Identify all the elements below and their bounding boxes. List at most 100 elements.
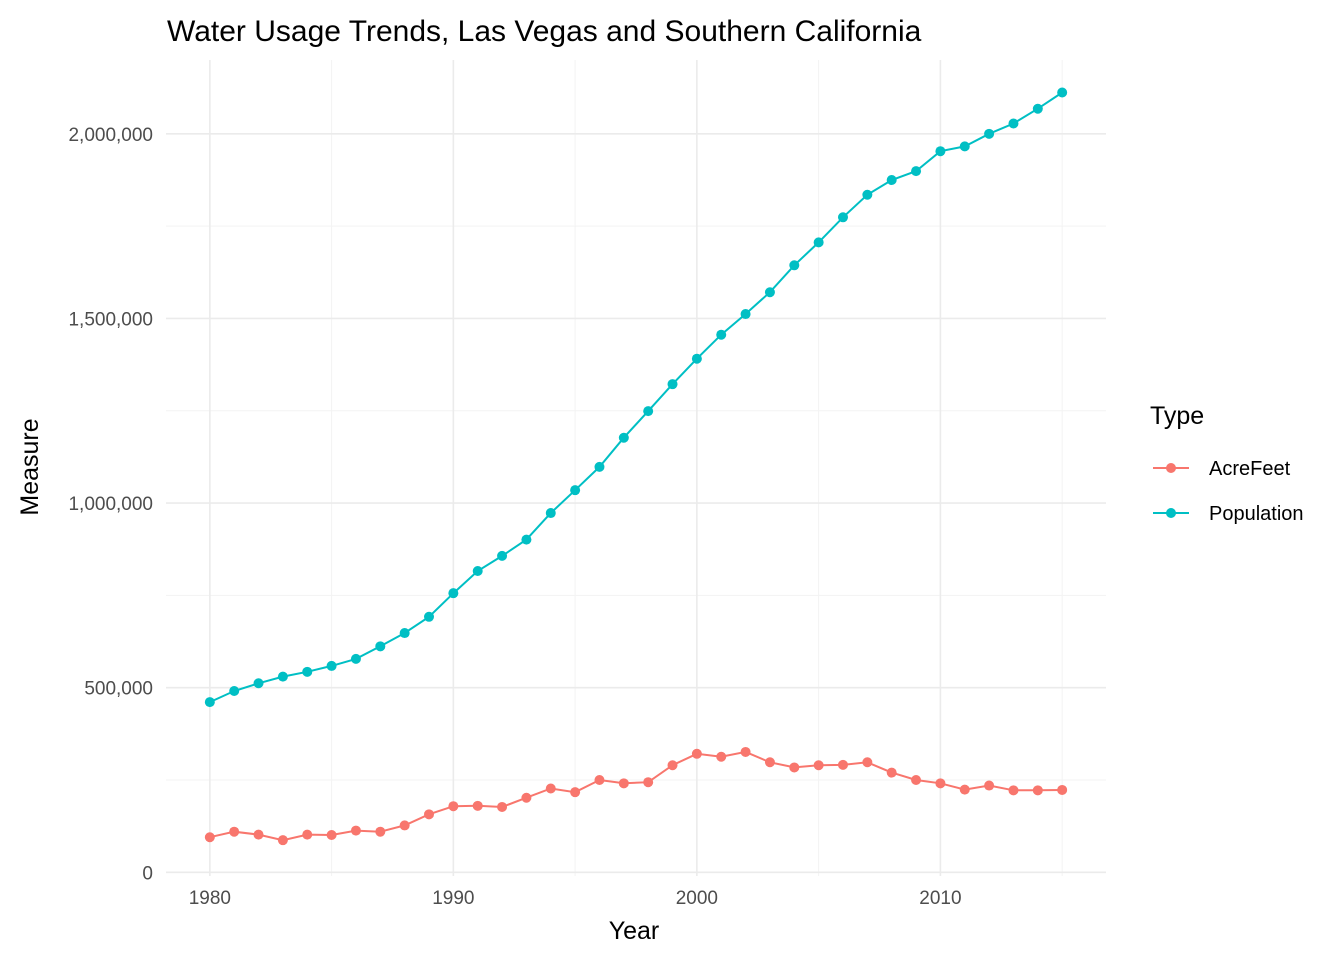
data-point-acrefeet: [594, 775, 605, 785]
legend-item-acrefeet: AcreFeet: [1153, 458, 1291, 480]
data-point-population: [1008, 118, 1019, 129]
data-point-acrefeet: [545, 783, 556, 794]
data-point-acrefeet: [277, 835, 288, 846]
data-point-population: [497, 550, 508, 561]
data-point-population: [570, 485, 581, 496]
data-point-population: [959, 141, 970, 152]
x-tick-label: 1980: [189, 888, 231, 909]
data-point-population: [229, 686, 240, 697]
data-point-acrefeet: [302, 829, 313, 840]
x-tick-label: 2010: [919, 888, 961, 909]
data-point-acrefeet: [1008, 785, 1019, 796]
data-point-population: [448, 588, 459, 599]
x-tick-label: 1990: [432, 888, 474, 909]
data-point-acrefeet: [497, 801, 508, 812]
legend-label: Population: [1209, 503, 1304, 525]
data-point-acrefeet: [862, 757, 873, 768]
data-point-acrefeet: [204, 832, 215, 843]
data-point-population: [837, 212, 848, 223]
y-tick-label: 1,000,000: [68, 494, 153, 515]
data-point-population: [618, 432, 629, 443]
data-point-population: [691, 353, 702, 364]
data-point-acrefeet: [935, 778, 946, 789]
x-axis-tick-labels: 1980 1990 2000 2010: [189, 888, 962, 909]
y-tick-label: 0: [142, 863, 153, 884]
series-line-acrefeet: [209, 750, 1063, 842]
y-axis-tick-labels: 0 500,000 1,000,000 1,500,000 2,000,000: [68, 125, 153, 884]
data-point-population: [326, 660, 337, 671]
data-point-acrefeet: [789, 762, 800, 773]
y-tick-label: 500,000: [84, 679, 153, 700]
data-point-population: [1057, 87, 1068, 98]
data-point-population: [1032, 103, 1043, 114]
y-tick-label: 1,500,000: [68, 309, 153, 330]
data-point-acrefeet: [886, 767, 897, 778]
data-point-acrefeet: [984, 780, 995, 791]
data-point-acrefeet: [472, 800, 483, 811]
legend: Type AcreFeet Population: [1150, 402, 1304, 525]
series-population: [204, 87, 1068, 708]
data-point-acrefeet: [570, 787, 581, 798]
data-point-population: [472, 566, 483, 577]
data-point-population: [789, 260, 800, 271]
data-point-population: [350, 653, 361, 664]
data-point-acrefeet: [911, 775, 922, 785]
series-acrefeet: [204, 746, 1068, 846]
data-point-population: [813, 237, 824, 248]
data-point-population: [935, 146, 946, 157]
data-point-population: [204, 697, 215, 708]
data-point-acrefeet: [350, 825, 361, 836]
data-point-acrefeet: [667, 760, 678, 771]
chart-title: Water Usage Trends, Las Vegas and Southe…: [167, 15, 922, 48]
data-point-population: [886, 175, 897, 185]
data-point-population: [521, 534, 532, 545]
legend-title: Type: [1150, 402, 1204, 430]
data-point-population: [667, 379, 678, 390]
x-tick-label: 2000: [676, 888, 718, 909]
data-point-acrefeet: [643, 777, 654, 788]
data-point-acrefeet: [764, 757, 775, 768]
data-point-population: [984, 128, 995, 139]
data-point-acrefeet: [229, 826, 240, 837]
data-point-acrefeet: [326, 830, 337, 841]
data-point-population: [302, 666, 313, 677]
data-point-acrefeet: [448, 801, 459, 812]
data-point-acrefeet: [1032, 785, 1043, 796]
data-point-acrefeet: [813, 760, 824, 771]
data-point-population: [399, 628, 410, 639]
data-point-population: [545, 508, 556, 519]
legend-key-point: [1166, 508, 1176, 518]
y-axis-title: Measure: [16, 418, 44, 515]
data-point-acrefeet: [253, 829, 264, 840]
data-point-acrefeet: [716, 751, 727, 762]
data-point-population: [740, 309, 751, 320]
y-tick-label: 2,000,000: [68, 125, 153, 146]
series-group: [204, 87, 1068, 846]
data-point-population: [716, 329, 727, 340]
data-point-acrefeet: [618, 778, 629, 789]
data-point-population: [375, 641, 386, 652]
series-line-population: [209, 91, 1063, 704]
data-point-population: [911, 166, 922, 177]
data-point-population: [862, 189, 873, 200]
data-point-acrefeet: [691, 748, 702, 759]
data-point-acrefeet: [424, 809, 435, 820]
legend-label: AcreFeet: [1209, 458, 1291, 480]
data-point-acrefeet: [521, 792, 532, 803]
data-point-acrefeet: [375, 826, 386, 837]
data-point-population: [643, 406, 654, 417]
data-point-acrefeet: [837, 759, 848, 770]
legend-key-point: [1166, 463, 1176, 473]
data-point-population: [277, 671, 288, 682]
data-point-population: [764, 287, 775, 298]
data-point-population: [424, 611, 435, 622]
data-point-acrefeet: [740, 746, 751, 757]
legend-item-population: Population: [1153, 503, 1304, 525]
grid: [166, 60, 1106, 876]
data-point-population: [594, 461, 605, 472]
x-axis-title: Year: [609, 917, 660, 945]
data-point-acrefeet: [399, 820, 410, 831]
data-point-population: [253, 678, 264, 689]
data-point-acrefeet: [1057, 784, 1068, 795]
